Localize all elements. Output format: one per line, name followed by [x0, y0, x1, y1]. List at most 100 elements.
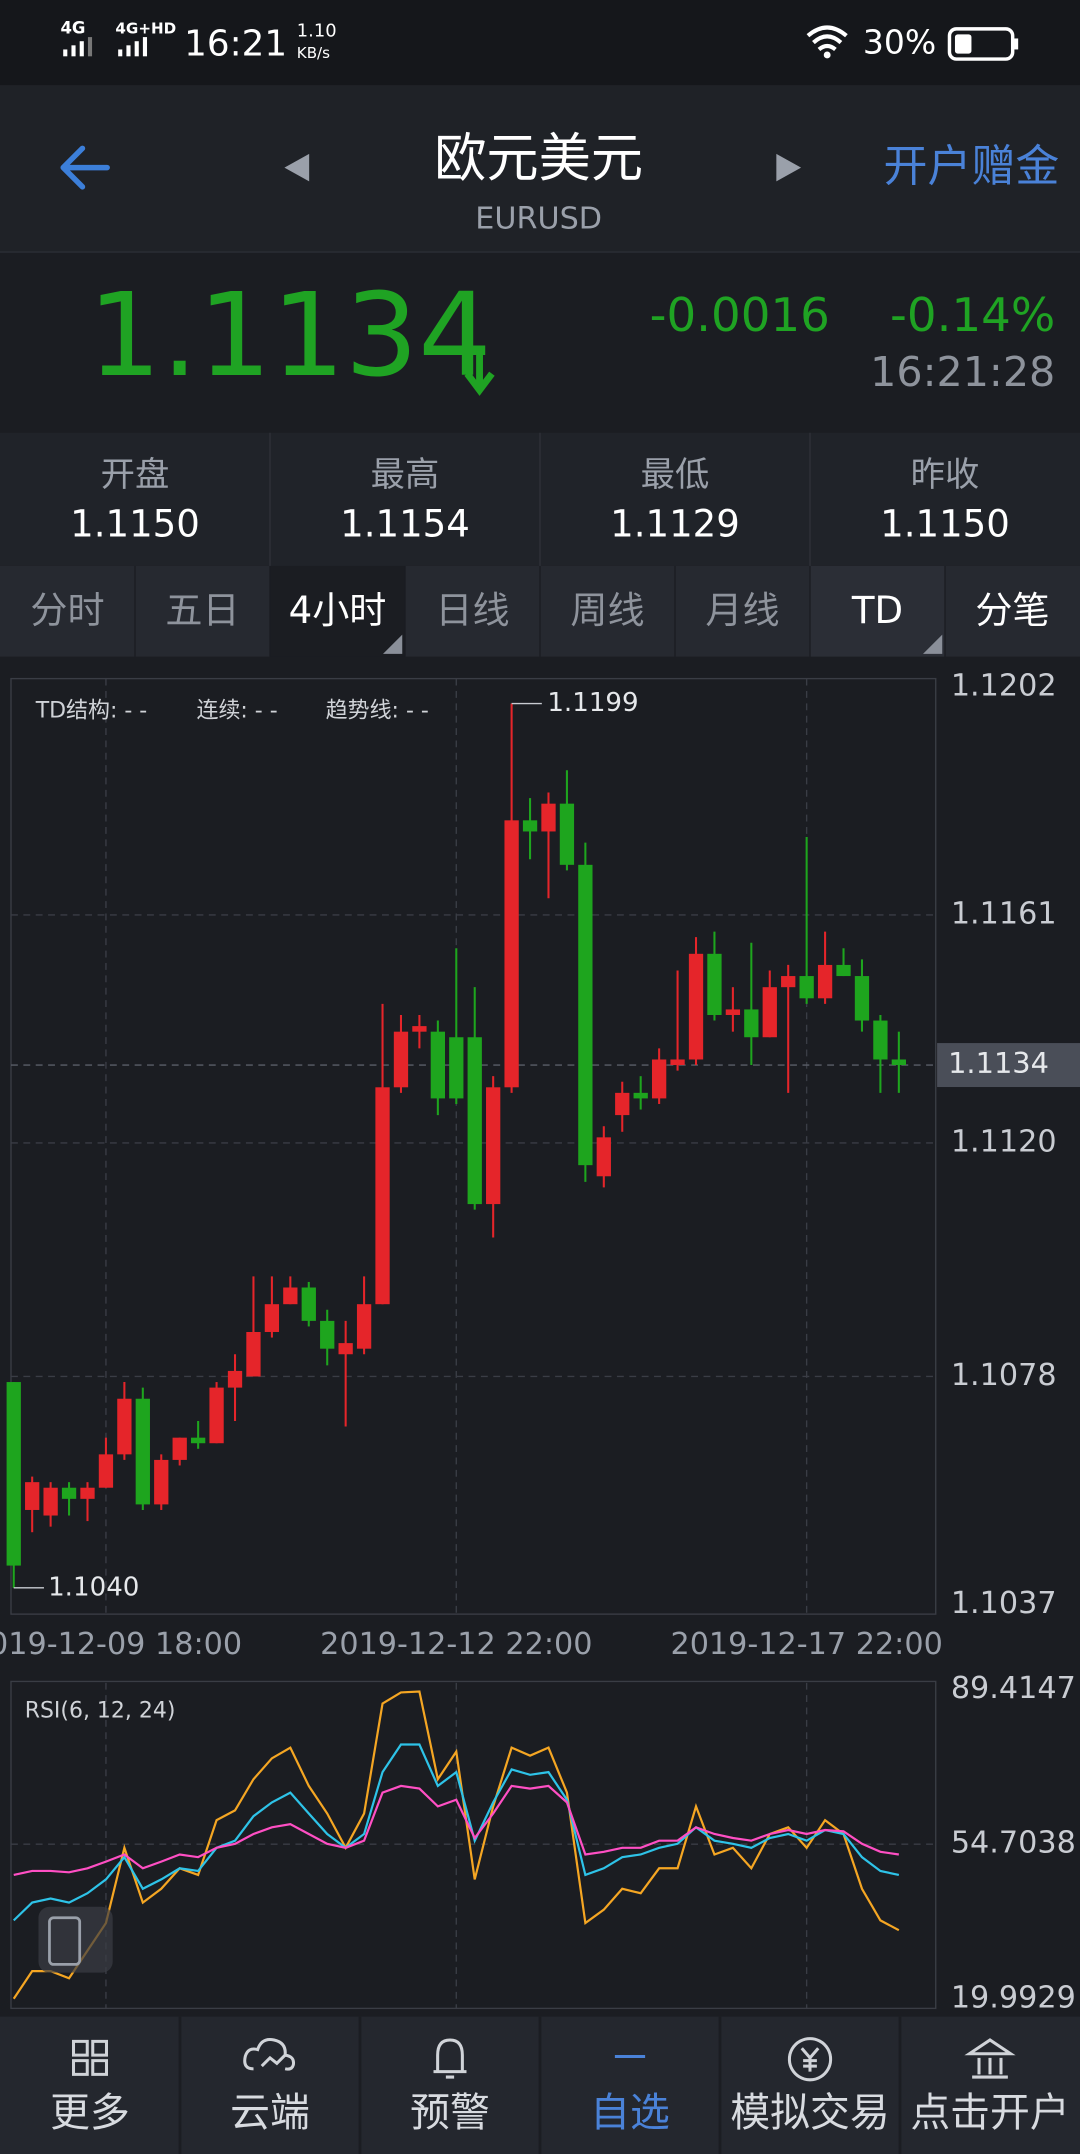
- symbol-code: EURUSD: [475, 201, 602, 236]
- nav-label[interactable]: 预警: [410, 2090, 490, 2136]
- stat-value: 1.1150: [70, 503, 200, 546]
- nav-glyph: [433, 2038, 467, 2079]
- nav-glyph: [787, 2037, 833, 2082]
- tab[interactable]: [135, 565, 270, 657]
- quote-panel: [0, 252, 1080, 433]
- y-tick-label: 1.1078: [951, 1358, 1057, 1393]
- tab-label[interactable]: 五日: [165, 589, 239, 632]
- candle-body: [209, 1387, 224, 1444]
- candle-body: [467, 1037, 482, 1205]
- nav-icon[interactable]: [243, 2038, 296, 2071]
- nav-icon[interactable]: [787, 2037, 833, 2082]
- chart-area: [0, 656, 1080, 2017]
- symbol-name: 欧元美元: [434, 129, 643, 189]
- candle-body: [688, 953, 704, 1060]
- candle-body: [43, 1487, 58, 1516]
- tab-label[interactable]: 日线: [435, 589, 509, 632]
- tab[interactable]: [810, 565, 945, 657]
- nav-glyph: [243, 2038, 296, 2071]
- net-speed: 1.10: [297, 21, 337, 42]
- stat-value: 1.1150: [880, 503, 1010, 546]
- last-price-tag: [937, 1043, 1080, 1088]
- nav-label[interactable]: 点击开户: [910, 2090, 1069, 2136]
- candle-body: [338, 1343, 353, 1355]
- back-button[interactable]: [60, 145, 110, 190]
- nav-label[interactable]: 自选: [590, 2090, 670, 2136]
- battery-icon: [954, 34, 972, 54]
- tab-label[interactable]: 分笔: [975, 589, 1049, 632]
- candle-body: [172, 1437, 187, 1460]
- candle-body: [320, 1320, 335, 1349]
- candle-body: [246, 1331, 261, 1377]
- nav-icon[interactable]: [433, 2038, 467, 2079]
- tab-label[interactable]: TD: [851, 589, 903, 632]
- stat-label: 最低: [641, 455, 710, 495]
- candle-body: [264, 1304, 280, 1332]
- candle-body: [725, 1009, 741, 1015]
- candle-body: [393, 1031, 409, 1088]
- tab[interactable]: [945, 565, 1080, 657]
- nav-label[interactable]: 更多: [50, 2090, 130, 2136]
- stat-label: 开盘: [101, 455, 170, 495]
- last-price: 1.1134: [88, 269, 492, 403]
- battery-icon: [947, 27, 1015, 61]
- candle-body: [596, 1137, 611, 1177]
- indicator-title: RSI(6, 12, 24): [25, 1699, 176, 1724]
- net-speed-unit: KB/s: [297, 44, 330, 62]
- nav-label[interactable]: 云端: [230, 2090, 310, 2136]
- indicator-label: 连续: - -: [196, 699, 277, 724]
- candle-body: [190, 1437, 206, 1444]
- tab[interactable]: [270, 565, 405, 657]
- candle-body: [891, 1059, 906, 1066]
- nav-icon[interactable]: [964, 2038, 1016, 2079]
- candle-body: [799, 976, 814, 999]
- status-bar: [0, 0, 1080, 86]
- tab-label[interactable]: 4小时: [289, 589, 387, 632]
- y-tick-label: 1.1202: [951, 668, 1057, 703]
- last-price-label: 1.1134: [948, 1046, 1049, 1080]
- open-account-link[interactable]: 开户赠金: [884, 141, 1060, 192]
- candle-body: [504, 820, 519, 1088]
- stat-label: 昨收: [911, 455, 980, 495]
- nav-glyph: [72, 2039, 108, 2076]
- y-tick-label: 1.1037: [951, 1586, 1057, 1621]
- x-tick-label: 2019-12-17 22:00: [670, 1627, 942, 1662]
- candle-body: [154, 1459, 169, 1505]
- header-bar: [0, 85, 1080, 252]
- candle-body: [633, 1092, 648, 1099]
- candle-body: [781, 976, 796, 988]
- candle-body: [283, 1287, 298, 1305]
- tab-label[interactable]: 分时: [30, 589, 104, 632]
- rsi-line: [12, 1690, 900, 2000]
- nav-glyph: [964, 2038, 1016, 2079]
- y-tick-label: 89.4147: [951, 1671, 1076, 1706]
- prev-symbol[interactable]: [284, 153, 310, 182]
- next-symbol[interactable]: [776, 153, 802, 182]
- candle-body: [449, 1037, 464, 1099]
- float-button[interactable]: [38, 1906, 113, 1973]
- stat-label: 最高: [371, 455, 440, 495]
- candle-body: [615, 1092, 630, 1116]
- nav-label[interactable]: 模拟交易: [730, 2090, 889, 2136]
- tab[interactable]: [405, 565, 540, 657]
- tab-menu-corner: [383, 634, 403, 654]
- tab-label[interactable]: 月线: [705, 589, 779, 632]
- candle-body: [836, 964, 851, 977]
- indicator-label: TD结构: - -: [35, 699, 148, 724]
- high-label: 1.1199: [547, 688, 638, 718]
- tab[interactable]: [675, 565, 810, 657]
- candle-body: [25, 1482, 40, 1510]
- down-arrow: [464, 350, 495, 396]
- tab[interactable]: [0, 565, 135, 657]
- x-tick-label: 2019-12-12 22:00: [320, 1627, 592, 1662]
- candle-body: [61, 1487, 77, 1499]
- tab[interactable]: [540, 565, 675, 657]
- indicator-label: 趋势线: - -: [326, 699, 429, 724]
- tab-label[interactable]: 周线: [570, 589, 644, 632]
- nav-icon[interactable]: [72, 2039, 108, 2076]
- price-change: -0.0016: [650, 289, 830, 343]
- candle-body: [854, 976, 870, 1021]
- network-label: 4G+HD: [115, 19, 176, 37]
